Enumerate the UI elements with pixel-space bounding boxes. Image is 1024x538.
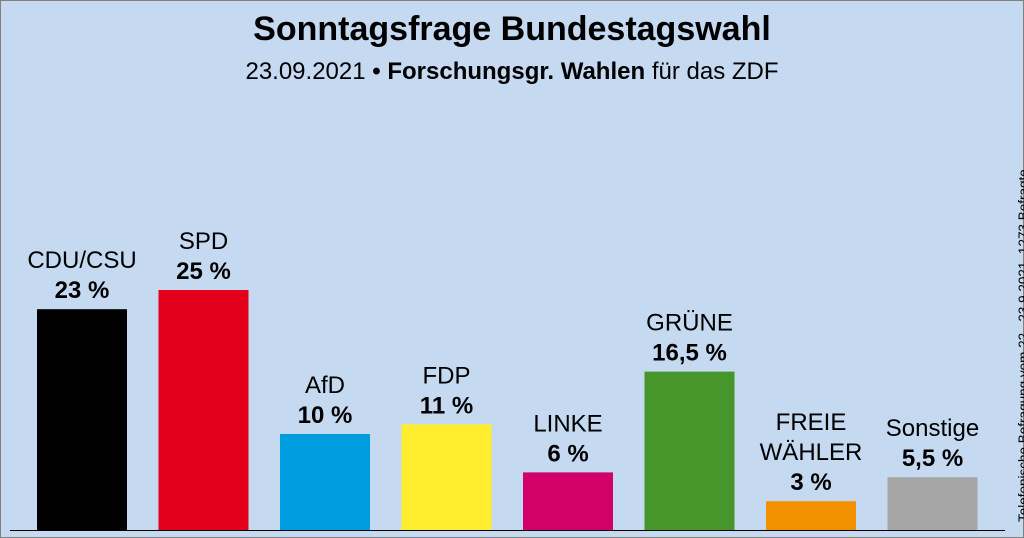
category-label-afd: AfD <box>305 372 345 399</box>
category-label-sonstige: Sonstige <box>886 415 979 442</box>
chart-subtitle: 23.09.2021 • Forschungsgr. Wahlen für da… <box>0 58 1024 86</box>
bar-sonstige <box>887 477 978 530</box>
category-label-linke: LINKE <box>533 410 602 437</box>
subtitle-date: 23.09.2021 <box>245 58 366 85</box>
value-label-afd: 10 % <box>298 402 353 429</box>
value-label-cdu-csu: 23 % <box>55 277 110 304</box>
value-label-freie-waehler: 3 % <box>790 469 831 496</box>
bar-linke <box>523 472 613 530</box>
subtitle-separator: • <box>372 58 381 85</box>
value-label-gruene: 16,5 % <box>652 340 727 367</box>
bar-spd <box>158 290 249 530</box>
bar-afd <box>280 434 370 530</box>
value-label-fdp: 11 % <box>420 392 473 419</box>
category-label-fdp: FDP <box>423 362 471 389</box>
value-label-spd: 25 % <box>176 258 231 285</box>
category-label-gruene: GRÜNE <box>646 310 733 337</box>
subtitle-client: für das ZDF <box>651 58 779 85</box>
value-label-linke: 6 % <box>547 440 588 467</box>
category-label-cdu-csu: CDU/CSU <box>27 247 136 274</box>
chart-title: Sonntagsfrage Bundestagswahl <box>253 10 771 48</box>
category-label-freie-waehler-2: WÄHLER <box>760 439 863 466</box>
bar-freie-waehler <box>766 501 856 530</box>
bar-gruene <box>644 371 735 530</box>
category-label-freie-waehler-1: FREIE <box>776 409 847 436</box>
subtitle-institute: Forschungsgr. Wahlen <box>387 58 646 85</box>
category-label-spd: SPD <box>179 228 228 255</box>
bar-fdp <box>401 424 492 530</box>
bar-cdu-csu <box>37 309 127 530</box>
value-label-sonstige: 5,5 % <box>902 445 963 472</box>
side-note: Telefonische Befragung vom 22.–23.9.2021… <box>1016 169 1024 522</box>
